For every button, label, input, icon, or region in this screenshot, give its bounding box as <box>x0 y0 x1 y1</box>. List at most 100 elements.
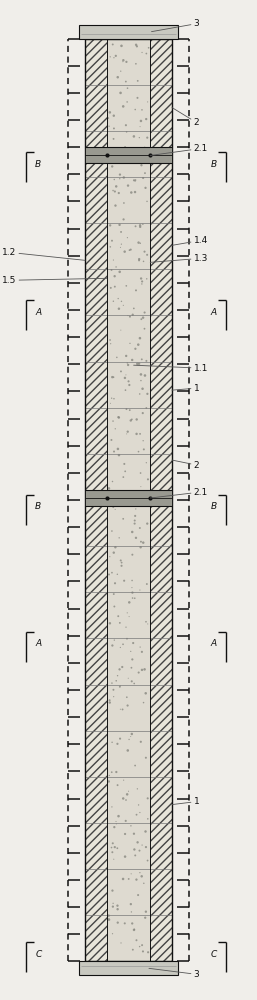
Point <box>107 912 111 928</box>
Point <box>126 373 131 389</box>
Point <box>119 552 123 568</box>
Text: A: A <box>210 639 217 648</box>
Point <box>137 843 142 859</box>
Point <box>130 352 134 368</box>
Point <box>125 94 129 110</box>
Point <box>121 469 125 485</box>
Point <box>108 332 112 348</box>
Text: C: C <box>210 950 217 959</box>
Point <box>140 351 144 367</box>
Point <box>146 944 150 960</box>
Point <box>145 386 150 402</box>
Point <box>141 381 145 397</box>
Point <box>133 172 137 188</box>
Point <box>108 615 112 631</box>
Point <box>122 195 126 211</box>
Point <box>134 872 139 888</box>
Point <box>115 566 120 582</box>
Point <box>138 235 142 251</box>
Point <box>117 661 122 677</box>
Point <box>133 516 137 532</box>
Point <box>135 38 139 54</box>
Point <box>110 369 114 385</box>
Point <box>117 217 122 233</box>
Point <box>130 651 134 667</box>
Bar <box>79 25 178 39</box>
Point <box>114 178 118 194</box>
Point <box>109 390 114 406</box>
Point <box>111 682 115 698</box>
Point <box>141 405 145 421</box>
Point <box>144 904 148 920</box>
Point <box>134 56 138 72</box>
Point <box>110 233 114 249</box>
Point <box>136 887 140 903</box>
Point <box>106 110 111 126</box>
Point <box>135 90 140 106</box>
Point <box>113 198 117 214</box>
Point <box>118 171 122 187</box>
Point <box>126 357 130 373</box>
Point <box>140 273 144 289</box>
Point <box>126 424 130 440</box>
Point <box>140 837 144 853</box>
Point <box>125 631 129 647</box>
Point <box>108 49 112 65</box>
Point <box>113 575 117 591</box>
Point <box>122 211 126 227</box>
Point <box>125 605 129 621</box>
Point <box>129 904 133 920</box>
Point <box>128 309 132 325</box>
Point <box>110 565 114 581</box>
Point <box>121 871 125 887</box>
Point <box>135 834 140 850</box>
Point <box>132 841 136 857</box>
Point <box>108 217 112 233</box>
Point <box>119 224 123 240</box>
Point <box>114 764 118 780</box>
Bar <box>79 961 178 975</box>
Point <box>126 308 130 324</box>
Point <box>140 44 144 60</box>
Point <box>141 943 145 959</box>
Point <box>109 262 114 278</box>
Point <box>123 370 127 386</box>
Point <box>130 524 134 540</box>
Point <box>108 695 112 711</box>
Point <box>119 363 123 379</box>
Point <box>139 534 143 550</box>
Point <box>115 736 120 752</box>
Point <box>107 692 112 708</box>
Point <box>109 432 114 448</box>
Point <box>132 484 136 500</box>
Point <box>130 915 134 931</box>
Point <box>133 508 137 524</box>
Point <box>116 409 121 425</box>
Point <box>130 585 134 601</box>
Point <box>118 679 122 695</box>
Point <box>125 426 129 442</box>
Point <box>112 172 116 188</box>
Point <box>115 349 119 365</box>
Point <box>132 676 136 692</box>
Point <box>126 742 130 758</box>
Point <box>112 120 116 136</box>
Point <box>127 871 131 887</box>
Point <box>118 615 122 631</box>
Point <box>129 660 133 676</box>
Point <box>125 124 129 140</box>
Point <box>115 777 120 793</box>
Point <box>124 401 128 417</box>
Point <box>121 52 125 68</box>
Bar <box>85 39 172 961</box>
Point <box>110 675 114 691</box>
Point <box>142 321 146 337</box>
Point <box>123 826 127 842</box>
Point <box>136 73 140 89</box>
Text: 1.4: 1.4 <box>172 236 208 245</box>
Point <box>114 816 118 832</box>
Point <box>139 479 143 495</box>
Point <box>137 356 141 372</box>
Point <box>137 130 141 146</box>
Point <box>115 840 120 856</box>
